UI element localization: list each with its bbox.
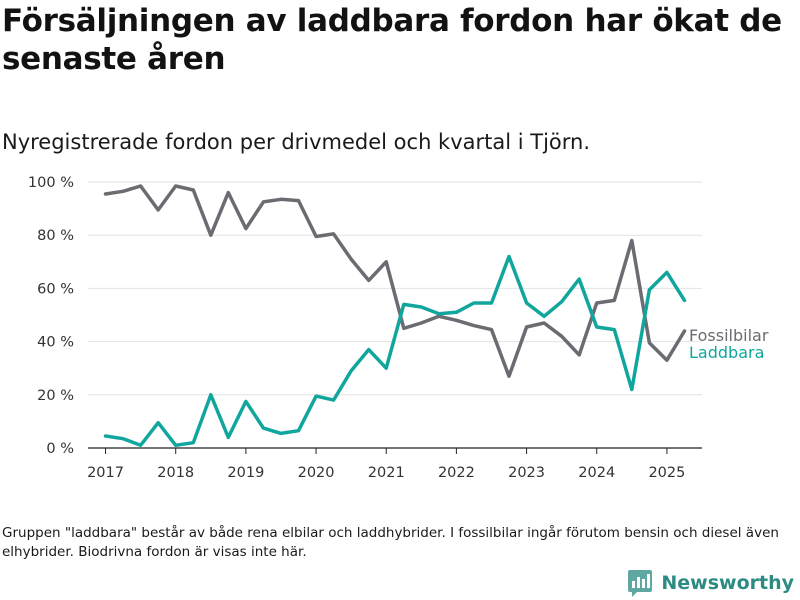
- chart-subtitle: Nyregistrerade fordon per drivmedel och …: [2, 130, 591, 154]
- footnote: Gruppen "laddbara" består av både rena e…: [2, 525, 779, 560]
- y-tick-label: 20 %: [37, 388, 74, 404]
- series-label-fossilbilar: Fossilbilar: [689, 326, 769, 345]
- y-tick-label: 60 %: [37, 281, 74, 297]
- x-axis-ticks: 2017 2018 2019 2020 2021 2022 2023 2024 2025: [87, 448, 685, 481]
- y-tick-label: 40 %: [37, 335, 74, 351]
- x-tick-label: 2025: [648, 465, 685, 481]
- x-tick-label: 2020: [298, 465, 335, 481]
- series-label-laddbara: Laddbara: [689, 343, 764, 362]
- y-tick-label: 80 %: [37, 228, 74, 244]
- line-chart: 0 % 20 % 40 % 60 % 80 % 100 % 2017 2018 2019 202…: [28, 175, 769, 481]
- series-line-fossilbilar: [103, 184, 687, 378]
- brand-name: Newsworthy: [661, 572, 794, 594]
- series-line-laddbara: [103, 254, 687, 448]
- x-tick-label: 2022: [438, 465, 475, 481]
- brand-logo: Newsworthy: [627, 568, 794, 598]
- x-tick-label: 2019: [227, 465, 264, 481]
- y-tick-label: 100 %: [28, 175, 74, 191]
- x-tick-label: 2024: [578, 465, 615, 481]
- x-tick-label: 2018: [157, 465, 194, 481]
- x-tick-label: 2017: [87, 465, 124, 481]
- y-tick-label: 0 %: [46, 441, 74, 457]
- series-lines: [103, 184, 687, 448]
- chart-title: Försäljningen av laddbara fordon har öka…: [2, 3, 782, 77]
- y-axis-ticks: 0 % 20 % 40 % 60 % 80 % 100 %: [28, 175, 74, 457]
- x-tick-label: 2021: [368, 465, 405, 481]
- newsworthy-logo-icon: [628, 570, 653, 597]
- x-tick-label: 2023: [508, 465, 545, 481]
